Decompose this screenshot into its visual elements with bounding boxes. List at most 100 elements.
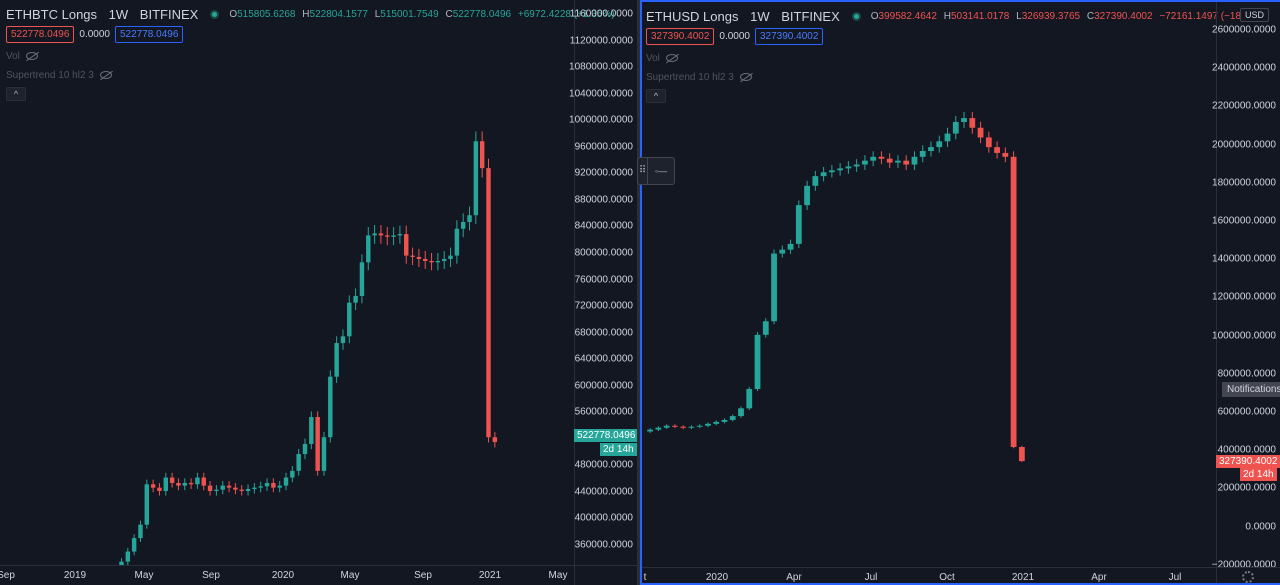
ohlc-low: 326939.3765 xyxy=(1021,10,1081,22)
candle xyxy=(721,419,728,422)
price-tick-label: 2600000.0000 xyxy=(1212,24,1276,36)
left-chart-pane[interactable]: ETHBTC Longs 1W BITFINEX O515805.6268 H5… xyxy=(0,0,637,585)
vol-indicator[interactable]: Vol xyxy=(6,50,619,62)
price-tick-label: 2200000.0000 xyxy=(1212,100,1276,112)
price-tick-label: 200000.0000 xyxy=(1217,482,1276,494)
candle xyxy=(779,249,786,254)
ohlc-close-key: C xyxy=(1086,10,1095,22)
ohlc-close: 327390.4002 xyxy=(1094,10,1153,22)
price-tick-label: 440000.0000 xyxy=(574,486,633,498)
candle xyxy=(169,477,175,483)
candle xyxy=(1018,447,1025,462)
value-box-red: 522778.0496 xyxy=(6,26,75,43)
vol-indicator[interactable]: Vol xyxy=(646,52,1271,64)
candle xyxy=(680,426,687,428)
candle xyxy=(746,388,753,409)
ohlc-close-key: C xyxy=(445,8,453,20)
ohlc-close: 522778.0496 xyxy=(452,8,512,20)
candle xyxy=(366,235,371,263)
right-price-axis[interactable]: 2600000.0000 2400000.0000 2200000.0000 2000… xyxy=(1212,2,1280,570)
left-exchange: BITFINEX xyxy=(139,6,199,22)
candle xyxy=(911,156,918,165)
candle xyxy=(207,485,213,492)
candle xyxy=(812,176,819,186)
time-tick-label: Oct xyxy=(939,572,955,583)
right-interval: 1W xyxy=(750,8,770,24)
candle xyxy=(486,168,491,438)
time-tick-label: 2020 xyxy=(705,572,729,583)
time-tick-label: 2020 xyxy=(271,570,295,581)
collapse-legend-button[interactable]: ^ xyxy=(6,87,26,101)
left-time-axis[interactable]: Sep 2019 May Sep 2020 May Sep 2021 May xyxy=(0,565,574,585)
candle xyxy=(787,243,794,250)
candle xyxy=(296,454,301,471)
time-tick-label: Jul xyxy=(1168,572,1182,583)
candle xyxy=(771,253,777,322)
price-tick-label: 560000.0000 xyxy=(574,406,633,418)
price-tick-label: 1120000.0000 xyxy=(569,35,633,47)
candle xyxy=(460,221,466,229)
notifications-button[interactable]: Notifications xyxy=(1222,382,1280,397)
candle xyxy=(252,487,257,489)
candle xyxy=(283,477,289,486)
time-tick-label: May xyxy=(134,570,154,581)
candle xyxy=(655,427,662,430)
drawing-tool-widget[interactable]: ⠿ ◦— xyxy=(637,157,675,185)
right-candlestick-plot[interactable] xyxy=(642,2,1216,567)
candle xyxy=(182,482,187,486)
candle xyxy=(473,141,479,216)
candle xyxy=(688,426,695,428)
left-interval: 1W xyxy=(108,6,129,22)
value-box-blue: 327390.4002 xyxy=(755,28,824,45)
price-tick-label: 1400000.0000 xyxy=(1212,253,1276,265)
currency-button[interactable]: USD xyxy=(1240,8,1270,22)
collapse-legend-button[interactable]: ^ xyxy=(646,89,666,103)
live-status-icon xyxy=(851,11,861,21)
right-symbol-info[interactable]: ETHUSD Longs 1W BITFINEX xyxy=(646,9,848,24)
settings-gear-icon[interactable] xyxy=(1242,571,1254,583)
candle xyxy=(936,141,943,148)
price-tick-label: 2400000.0000 xyxy=(1212,62,1276,74)
supertrend-indicator[interactable]: Supertrend 10 hl2 3 xyxy=(646,71,1271,83)
candle xyxy=(928,147,934,151)
ohlc-high: 522804.1577 xyxy=(309,8,368,20)
time-tick-label: Sep xyxy=(202,570,220,581)
candle xyxy=(441,258,447,261)
candle xyxy=(969,118,976,128)
candle xyxy=(290,470,295,478)
candle xyxy=(454,228,460,256)
eye-hidden-icon[interactable] xyxy=(25,52,38,60)
candle xyxy=(372,233,377,236)
pane-divider[interactable] xyxy=(637,0,640,585)
price-tick-label: 1040000.0000 xyxy=(569,88,633,100)
candle xyxy=(347,302,352,337)
supertrend-indicator[interactable]: Supertrend 10 hl2 3 xyxy=(6,69,619,81)
candle xyxy=(340,336,346,344)
supertrend-label: Supertrend 10 hl2 3 xyxy=(6,69,94,81)
candle xyxy=(214,489,219,492)
price-tick-label: 840000.0000 xyxy=(574,220,633,232)
eye-hidden-icon[interactable] xyxy=(739,73,752,81)
candle xyxy=(119,561,124,565)
price-tick-label: 0.0000 xyxy=(1245,521,1276,533)
right-exchange: BITFINEX xyxy=(781,8,840,24)
horizontal-line-tool-icon[interactable]: ◦— xyxy=(654,166,668,176)
candle xyxy=(309,417,314,444)
candle xyxy=(647,429,654,432)
candle xyxy=(952,121,959,134)
price-tick-label: 600000.0000 xyxy=(574,380,633,392)
drag-handle-icon[interactable]: ⠿ xyxy=(638,158,648,184)
candle xyxy=(762,321,769,335)
eye-hidden-icon[interactable] xyxy=(99,71,112,79)
eye-hidden-icon[interactable] xyxy=(665,54,678,62)
right-symbol-name: ETHUSD Longs xyxy=(646,8,739,24)
left-candlestick-plot[interactable] xyxy=(0,0,574,565)
left-price-axis[interactable]: 1160000.0000 1120000.0000 1080000.0000 1040… xyxy=(569,0,637,565)
price-tick-label: 640000.0000 xyxy=(574,353,633,365)
price-tick-label: 960000.0000 xyxy=(574,141,633,153)
left-symbol-info[interactable]: ETHBTC Longs 1W BITFINEX xyxy=(6,7,206,22)
candle xyxy=(138,524,143,539)
right-time-axis[interactable]: t 2020 Apr Jul Oct 2021 Apr Jul xyxy=(642,567,1216,583)
right-chart-pane[interactable]: ETHUSD Longs 1W BITFINEX O399582.4642 H5… xyxy=(640,0,1280,585)
time-tick-label: May xyxy=(548,570,568,581)
